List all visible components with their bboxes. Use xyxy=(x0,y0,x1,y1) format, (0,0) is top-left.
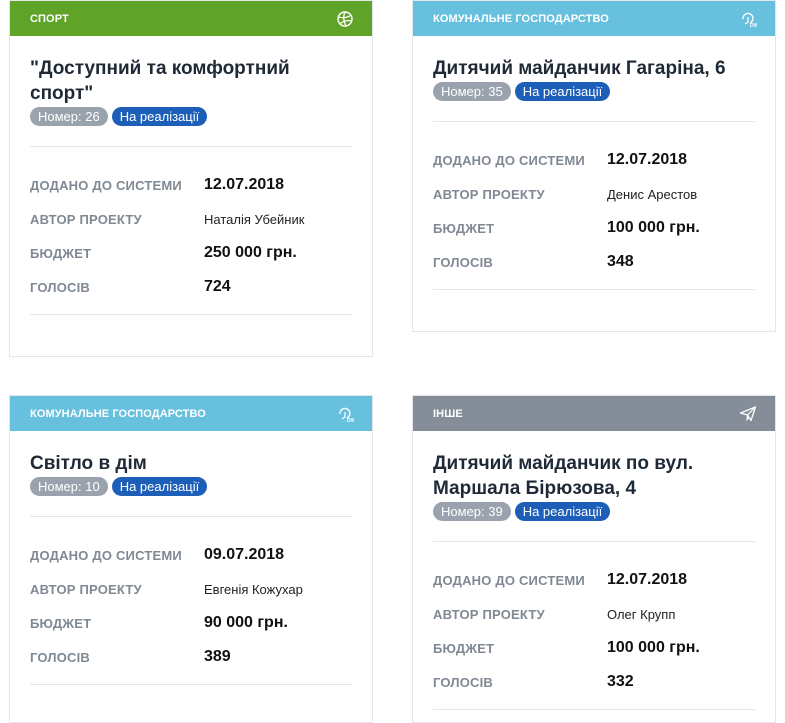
category-header-other: ІНШЕ xyxy=(413,396,775,431)
added-value: 12.07.2018 xyxy=(204,176,285,193)
number-badge: Номер: 35 xyxy=(433,82,511,101)
category-label: СПОРТ xyxy=(30,12,69,25)
author-value: Евгенія Кожухар xyxy=(204,581,303,597)
project-title[interactable]: "Доступний та комфортний спорт" xyxy=(30,58,290,104)
author-value: Наталія Убейник xyxy=(204,211,305,227)
added-value: 12.07.2018 xyxy=(607,571,688,588)
status-badge: На реалізації xyxy=(514,502,611,521)
divider xyxy=(30,314,352,315)
project-title[interactable]: Дитячий майданчик по вул. Маршала Бірюзо… xyxy=(433,453,694,499)
author-label: АВТОР ПРОЕКТУ xyxy=(30,211,142,227)
svg-text:DWH: DWH xyxy=(347,418,354,423)
added-label: ДОДАНО ДО СИСТЕМИ xyxy=(30,177,182,193)
divider xyxy=(433,289,755,290)
project-card-39[interactable]: ІНШЕ Дитячий майданчик по вул. Маршала Б… xyxy=(412,395,776,723)
number-badge: Номер: 26 xyxy=(30,107,108,126)
divider xyxy=(433,121,755,122)
votes-label: ГОЛОСІВ xyxy=(433,674,494,690)
number-badge: Номер: 39 xyxy=(433,502,511,521)
votes-value: 348 xyxy=(607,253,634,270)
budget-label: БЮДЖЕТ xyxy=(433,220,495,236)
author-value: Олег Крупп xyxy=(607,606,676,622)
divider xyxy=(30,684,352,685)
votes-label: ГОЛОСІВ xyxy=(30,649,91,665)
project-card-35[interactable]: КОМУНАЛЬНЕ ГОСПОДАРСТВО DWH Дитячий майд… xyxy=(412,0,776,332)
project-card-10[interactable]: КОМУНАЛЬНЕ ГОСПОДАРСТВО DWH Світло в дім… xyxy=(9,395,373,723)
paper-plane-icon xyxy=(739,405,757,421)
added-label: ДОДАНО ДО СИСТЕМИ xyxy=(433,572,585,588)
votes-value: 389 xyxy=(204,648,231,665)
project-title[interactable]: Світло в дім xyxy=(30,453,147,474)
divider xyxy=(30,516,352,517)
budget-label: БЮДЖЕТ xyxy=(433,640,495,656)
category-header-sport: СПОРТ xyxy=(10,1,372,36)
budget-value: 100 000 грн. xyxy=(607,639,700,656)
project-title[interactable]: Дитячий майданчик Гагаріна, 6 xyxy=(433,58,726,79)
added-value: 09.07.2018 xyxy=(204,546,285,563)
divider xyxy=(433,709,755,710)
status-badge: На реалізації xyxy=(111,107,208,126)
divider xyxy=(30,146,352,147)
svg-text:DWH: DWH xyxy=(750,23,757,28)
author-label: АВТОР ПРОЕКТУ xyxy=(433,606,545,622)
author-value: Денис Арестов xyxy=(607,186,698,202)
status-badge: На реалізації xyxy=(111,477,208,496)
volleyball-icon xyxy=(337,10,353,27)
votes-label: ГОЛОСІВ xyxy=(433,254,494,270)
project-card-26[interactable]: СПОРТ "Доступний та комфортний спорт" Но… xyxy=(9,0,373,357)
added-value: 12.07.2018 xyxy=(607,151,688,168)
votes-label: ГОЛОСІВ xyxy=(30,279,91,295)
votes-value: 332 xyxy=(607,673,634,690)
divider xyxy=(433,541,755,542)
category-label: КОМУНАЛЬНЕ ГОСПОДАРСТВО xyxy=(30,407,206,420)
budget-label: БЮДЖЕТ xyxy=(30,615,92,631)
communal-icon: DWH xyxy=(742,12,757,28)
category-label: КОМУНАЛЬНЕ ГОСПОДАРСТВО xyxy=(433,12,609,25)
author-label: АВТОР ПРОЕКТУ xyxy=(433,186,545,202)
budget-value: 250 000 грн. xyxy=(204,244,297,261)
category-header-communal: КОМУНАЛЬНЕ ГОСПОДАРСТВО DWH xyxy=(413,1,775,36)
budget-value: 90 000 грн. xyxy=(204,614,288,631)
added-label: ДОДАНО ДО СИСТЕМИ xyxy=(30,547,182,563)
category-header-communal: КОМУНАЛЬНЕ ГОСПОДАРСТВО DWH xyxy=(10,396,372,431)
votes-value: 724 xyxy=(204,278,231,295)
added-label: ДОДАНО ДО СИСТЕМИ xyxy=(433,152,585,168)
category-label: ІНШЕ xyxy=(433,407,463,420)
number-badge: Номер: 10 xyxy=(30,477,108,496)
author-label: АВТОР ПРОЕКТУ xyxy=(30,581,142,597)
budget-label: БЮДЖЕТ xyxy=(30,245,92,261)
budget-value: 100 000 грн. xyxy=(607,219,700,236)
status-badge: На реалізації xyxy=(514,82,611,101)
communal-icon: DWH xyxy=(339,407,354,423)
